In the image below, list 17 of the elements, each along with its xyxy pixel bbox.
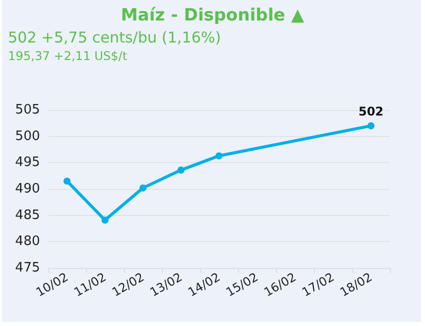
point [178,166,184,174]
y-tick-label: 505 [15,102,40,118]
y-tick-label: 475 [15,260,40,276]
data-label: 502 [358,104,384,118]
y-tick-label: 485 [15,208,40,223]
y-tick-label: 490 [15,182,40,196]
chart-subtitle: 502 +5,75 cents/bu (1,16%) [8,28,222,46]
y-tick-label: 495 [15,155,40,170]
y-tick-label: 500 [15,128,40,144]
text: 195,37 +2,11 US$/t [8,49,128,63]
point [216,152,222,160]
y-tick-label: 480 [15,234,40,250]
point [140,184,146,192]
point [64,178,70,185]
point [102,216,108,224]
point [368,122,374,130]
chart-title: Maíz - Disponible ▲ [120,6,306,26]
